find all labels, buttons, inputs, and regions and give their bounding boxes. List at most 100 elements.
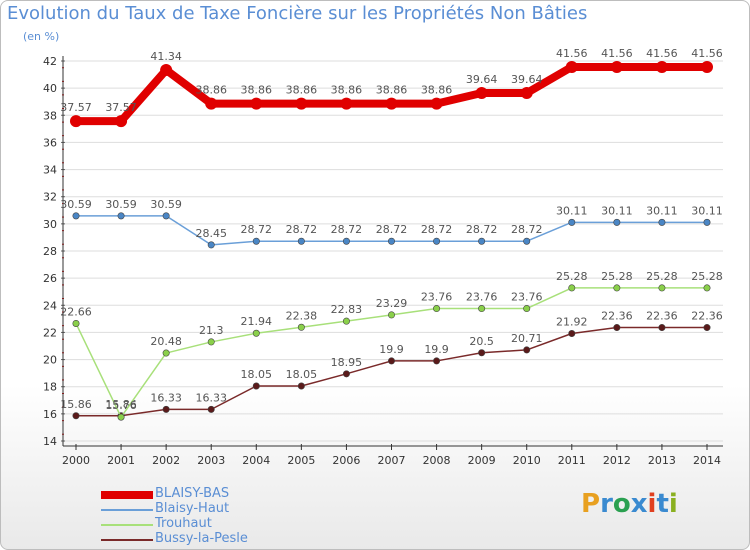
data-label: 38.86: [286, 84, 318, 97]
y-tick-label: 32: [43, 191, 57, 204]
data-label: 22.66: [60, 305, 92, 318]
data-label: 41.34: [150, 50, 182, 63]
x-tick-label: 2009: [468, 454, 496, 467]
data-point: [613, 218, 621, 226]
data-label: 18.95: [331, 356, 363, 369]
data-label: 38.86: [195, 84, 227, 97]
x-tick-label: 2004: [242, 454, 270, 467]
data-label: 23.76: [421, 291, 453, 304]
data-point: [701, 60, 713, 73]
data-point: [160, 63, 173, 76]
data-point: [205, 97, 218, 110]
data-label: 15.76: [105, 399, 137, 412]
data-point: [162, 349, 170, 357]
data-point: [433, 305, 441, 313]
data-point: [250, 97, 263, 110]
legend-label: Blaisy-Haut: [155, 501, 230, 516]
data-point: [72, 412, 80, 420]
line-chart: 14 16 18 20 22 24 26 28 30 32 34 36 38 40 42 2000 2001 20…: [43, 47, 723, 467]
data-point: [523, 237, 531, 245]
y-tick-label: 36: [43, 136, 57, 149]
x-tick-label: 2003: [197, 454, 225, 467]
y-tick-label: 24: [43, 299, 57, 312]
data-point: [658, 218, 666, 226]
proxiti-logo: Proxiti: [581, 489, 678, 519]
y-tick-label: 14: [43, 435, 57, 448]
data-point: [297, 237, 305, 245]
x-tick-label: 2007: [378, 454, 406, 467]
x-tick-label: 2011: [558, 454, 586, 467]
data-label: 38.86: [376, 84, 408, 97]
legend-swatch: [101, 524, 153, 526]
chart-subtitle: (en %): [23, 30, 60, 43]
data-label: 30.11: [556, 204, 588, 217]
data-label: 23.76: [511, 291, 543, 304]
data-point: [70, 115, 82, 128]
data-point: [115, 115, 128, 128]
logo-letter: i: [647, 489, 657, 519]
data-label: 30.11: [646, 204, 678, 217]
data-point: [252, 382, 260, 390]
legend-label: Trouhaut: [155, 516, 212, 531]
data-point: [613, 324, 621, 332]
data-label: 30.11: [691, 204, 723, 217]
x-tick-label: 2005: [287, 454, 315, 467]
logo-letter: o: [612, 489, 631, 519]
data-label: 28.72: [511, 223, 543, 236]
data-point: [162, 405, 170, 413]
data-point: [430, 97, 443, 110]
data-point: [385, 97, 398, 110]
data-point: [658, 324, 666, 332]
legend-label: BLAISY-BAS: [155, 486, 230, 501]
data-point: [207, 338, 215, 346]
data-label: 41.56: [556, 47, 588, 60]
data-point: [478, 349, 486, 357]
data-point: [387, 237, 395, 245]
data-label: 28.45: [195, 227, 227, 240]
data-point: [340, 97, 353, 110]
data-label: 23.76: [466, 291, 498, 304]
data-label: 20.48: [150, 335, 182, 348]
data-point: [568, 284, 576, 292]
data-label: 28.72: [331, 223, 363, 236]
data-label: 30.11: [601, 204, 633, 217]
data-label: 23.29: [376, 297, 408, 310]
data-label: 22.36: [691, 310, 723, 323]
data-point: [387, 311, 395, 319]
data-label: 28.72: [466, 223, 498, 236]
y-tick-label: 20: [43, 354, 57, 367]
data-label: 41.56: [601, 47, 633, 60]
x-tick-label: 2014: [693, 454, 721, 467]
logo-letter: i: [668, 489, 678, 519]
logo-letter: x: [630, 489, 648, 519]
data-label: 41.56: [646, 47, 678, 60]
data-point: [252, 329, 260, 337]
data-label: 21.3: [199, 324, 224, 337]
data-point: [523, 346, 531, 354]
y-tick-label: 34: [43, 164, 57, 177]
data-label: 22.36: [646, 310, 678, 323]
y-tick-label: 38: [43, 109, 57, 122]
data-label: 37.57: [105, 101, 137, 114]
data-label: 41.56: [691, 47, 723, 60]
data-point: [162, 212, 170, 220]
y-tick-label: 42: [43, 55, 57, 68]
data-point: [433, 357, 441, 365]
data-label: 20.5: [469, 335, 494, 348]
data-label: 38.86: [241, 84, 273, 97]
data-label: 30.59: [60, 198, 92, 211]
legend-swatch: [101, 539, 153, 541]
y-tick-label: 28: [43, 245, 57, 258]
legend-swatch: [101, 491, 153, 499]
logo-letter: r: [600, 489, 613, 519]
data-label: 38.86: [421, 84, 453, 97]
data-label: 28.72: [376, 223, 408, 236]
data-point: [387, 357, 395, 365]
y-tick-label: 16: [43, 408, 57, 421]
data-label: 25.28: [646, 270, 678, 283]
x-tick-label: 2010: [513, 454, 541, 467]
data-point: [565, 60, 578, 73]
legend-swatch: [101, 509, 153, 511]
data-label: 25.28: [556, 270, 588, 283]
